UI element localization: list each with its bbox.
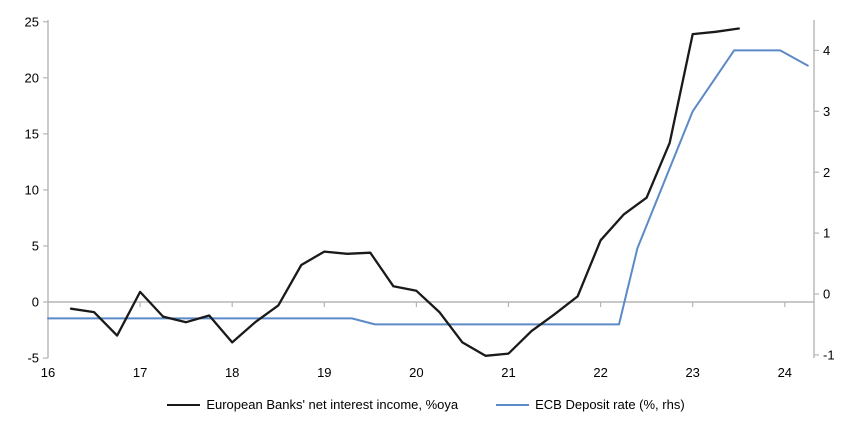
blue-line-swatch <box>496 403 530 406</box>
legend-item-net-interest-income: European Banks' net interest income, %oy… <box>167 397 458 412</box>
x-axis-tick-label: 23 <box>685 365 699 380</box>
x-axis-tick-label: 17 <box>133 365 147 380</box>
legend-item-ecb-deposit-rate: ECB Deposit rate (%, rhs) <box>496 397 685 412</box>
left-axis-tick-label: 25 <box>25 14 39 29</box>
legend-label-net-interest-income: European Banks' net interest income, %oy… <box>206 397 459 412</box>
net-interest-income-line <box>69 27 740 357</box>
right-axis-tick-label: -1 <box>823 347 835 362</box>
legend-label-ecb-deposit-rate: ECB Deposit rate (%, rhs) <box>535 397 685 412</box>
right-axis-tick-label: 4 <box>823 43 830 58</box>
x-axis-tick-label: 21 <box>501 365 515 380</box>
right-axis-tick-label: 0 <box>823 287 830 302</box>
x-axis-tick-label: 18 <box>225 365 239 380</box>
x-axis-tick-label: 22 <box>593 365 607 380</box>
left-axis-tick-label: 5 <box>32 239 39 254</box>
right-axis-tick-label: 3 <box>823 104 830 119</box>
left-axis-tick-label: 20 <box>25 70 39 85</box>
x-axis-tick-label: 19 <box>317 365 331 380</box>
x-axis-tick-label: 20 <box>409 365 423 380</box>
x-axis-tick-label: 16 <box>41 365 55 380</box>
x-axis-tick-label: 24 <box>778 365 792 380</box>
right-axis-tick-label: 2 <box>823 165 830 180</box>
ecb-deposit-rate-line <box>47 49 809 326</box>
left-axis-tick-label: -5 <box>27 351 39 366</box>
left-axis-tick-label: 10 <box>25 182 39 197</box>
black-line-swatch <box>167 403 201 406</box>
left-axis-tick-label: 15 <box>25 126 39 141</box>
right-axis-tick-label: 1 <box>823 226 830 241</box>
chart-legend: European Banks' net interest income, %oy… <box>0 397 852 412</box>
left-axis-tick-label: 0 <box>32 295 39 310</box>
